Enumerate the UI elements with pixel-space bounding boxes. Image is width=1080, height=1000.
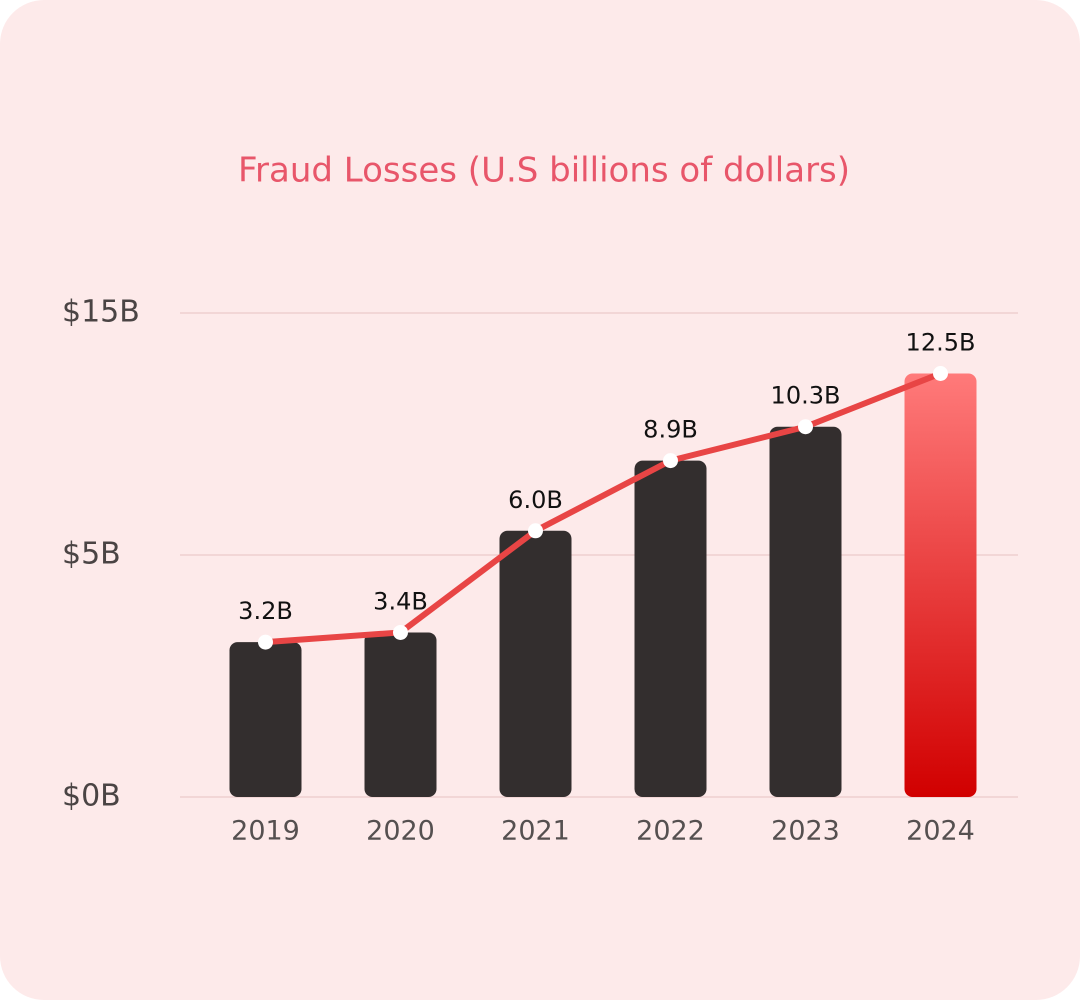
x-tick-label: 2024 [906,816,975,847]
value-label: 3.4B [373,587,428,615]
bar [769,426,842,797]
bar [499,530,572,797]
trend-line [262,370,944,646]
trend-point [798,419,813,435]
bar [229,642,302,797]
y-tick-label: $0B [62,779,121,814]
y-tick-label: $5B [62,537,121,572]
y-tick-label: $15B [62,295,140,330]
trend-point [258,634,273,650]
bar [364,632,437,797]
x-tick-label: 2022 [636,816,705,847]
bar [904,373,977,797]
value-label: 10.3B [771,382,841,410]
chart-title: Fraud Losses (U.S billions of dollars) [238,151,850,191]
x-tick-label: 2023 [771,816,840,847]
value-label: 3.2B [238,597,293,625]
trend-point [933,366,948,381]
value-label: 8.9B [643,416,698,444]
value-label: 6.0B [508,486,563,514]
trend-point [393,624,408,640]
x-tick-label: 2019 [231,816,300,847]
x-tick-label: 2021 [501,816,570,847]
bar [634,460,707,797]
x-tick-label: 2020 [366,816,435,847]
trend-point [663,453,678,469]
trend-point [528,523,543,539]
value-label: 12.5B [906,329,976,357]
